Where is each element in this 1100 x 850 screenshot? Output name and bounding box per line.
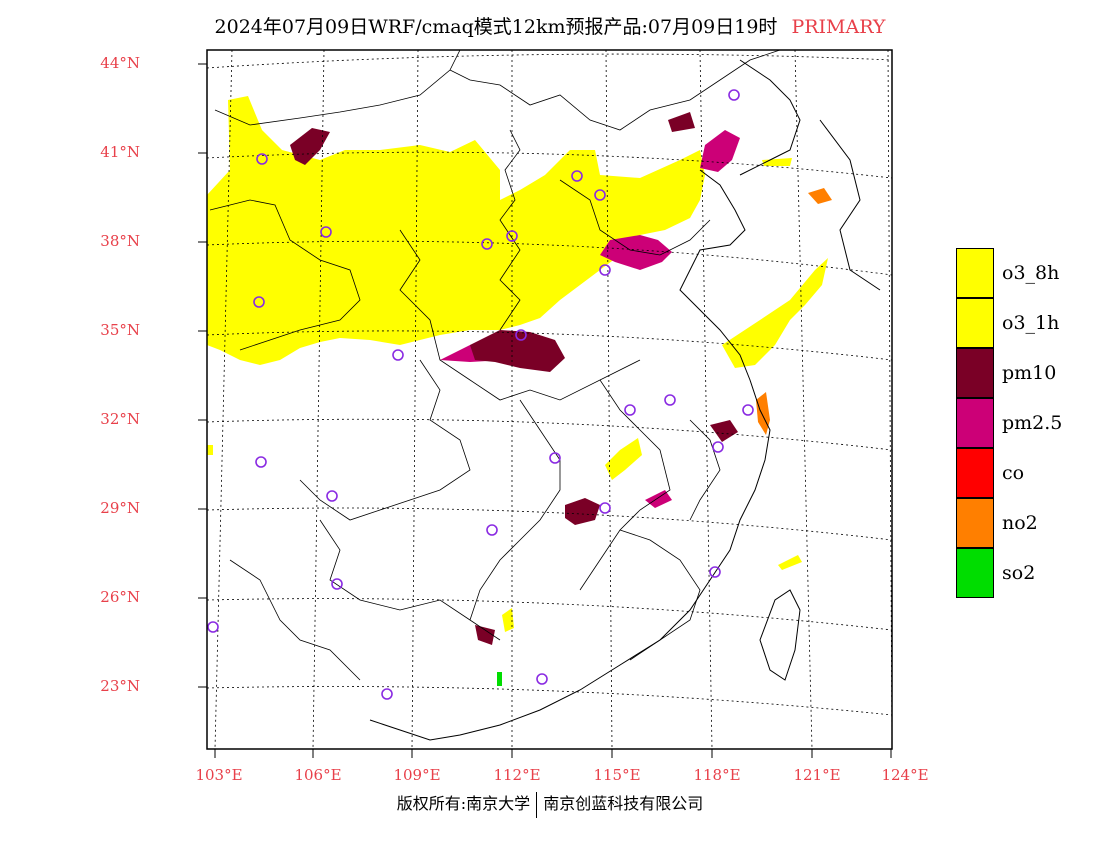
o3-patch-small <box>207 158 802 632</box>
so2-patch <box>497 672 502 686</box>
legend-label-o3-8h: o3_8h <box>1002 262 1060 284</box>
lat-label-41: 41°N <box>100 143 140 161</box>
lat-label-44: 44°N <box>100 54 140 72</box>
graticule <box>207 50 892 749</box>
copyright-right: 南京创蓝科技有限公司 <box>543 794 704 813</box>
legend-swatch-so2 <box>956 548 994 598</box>
legend-label-pm10: pm10 <box>1002 362 1057 384</box>
lon-label-115: 115°E <box>593 766 641 784</box>
legend-label-co: co <box>1002 462 1025 484</box>
title-tag: PRIMARY <box>791 16 886 38</box>
lon-label-121: 121°E <box>793 766 841 784</box>
lat-label-32: 32°N <box>100 410 140 428</box>
lon-label-118: 118°E <box>693 766 741 784</box>
lon-label-106: 106°E <box>294 766 342 784</box>
axis-ticks <box>198 63 892 758</box>
lat-label-29: 29°N <box>100 499 140 517</box>
no2-patches <box>756 188 832 435</box>
legend-swatch-no2 <box>956 498 994 548</box>
legend-label-no2: no2 <box>1002 512 1038 534</box>
province-borders <box>209 50 781 681</box>
legend-swatch-co <box>956 448 994 498</box>
lon-label-103: 103°E <box>195 766 243 784</box>
o3-region-north <box>207 96 705 365</box>
copyright-footer: 版权所有:南京大学 南京创蓝科技有限公司 <box>0 790 1100 818</box>
o3-region-east-sea <box>722 258 828 368</box>
legend-swatch-o3-1h <box>956 298 994 348</box>
legend-swatch-pm10 <box>956 348 994 398</box>
map-frame <box>206 49 893 750</box>
pm10-region-henan <box>290 112 738 645</box>
legend-label-pm25: pm2.5 <box>1002 412 1063 434</box>
coastline <box>369 59 881 741</box>
legend-swatch-o3-8h <box>956 248 994 298</box>
station-markers <box>207 89 754 700</box>
legend-swatch-pm25 <box>956 398 994 448</box>
lat-label-38: 38°N <box>100 232 140 250</box>
title-text: 2024年07月09日WRF/cmaq模式12km预报产品:07月09日19时 <box>214 16 778 38</box>
map-title: 2024年07月09日WRF/cmaq模式12km预报产品:07月09日19时 P… <box>0 12 1100 39</box>
legend-label-so2: so2 <box>1002 562 1036 584</box>
footer-separator <box>536 791 538 818</box>
lon-label-124: 124°E <box>881 766 929 784</box>
lat-label-23: 23°N <box>100 677 140 695</box>
lat-label-35: 35°N <box>100 321 140 339</box>
lat-label-26: 26°N <box>100 588 140 606</box>
copyright-left: 版权所有:南京大学 <box>396 794 531 813</box>
lon-label-112: 112°E <box>493 766 541 784</box>
lon-label-109: 109°E <box>393 766 441 784</box>
legend-label-o3-1h: o3_1h <box>1002 312 1060 334</box>
